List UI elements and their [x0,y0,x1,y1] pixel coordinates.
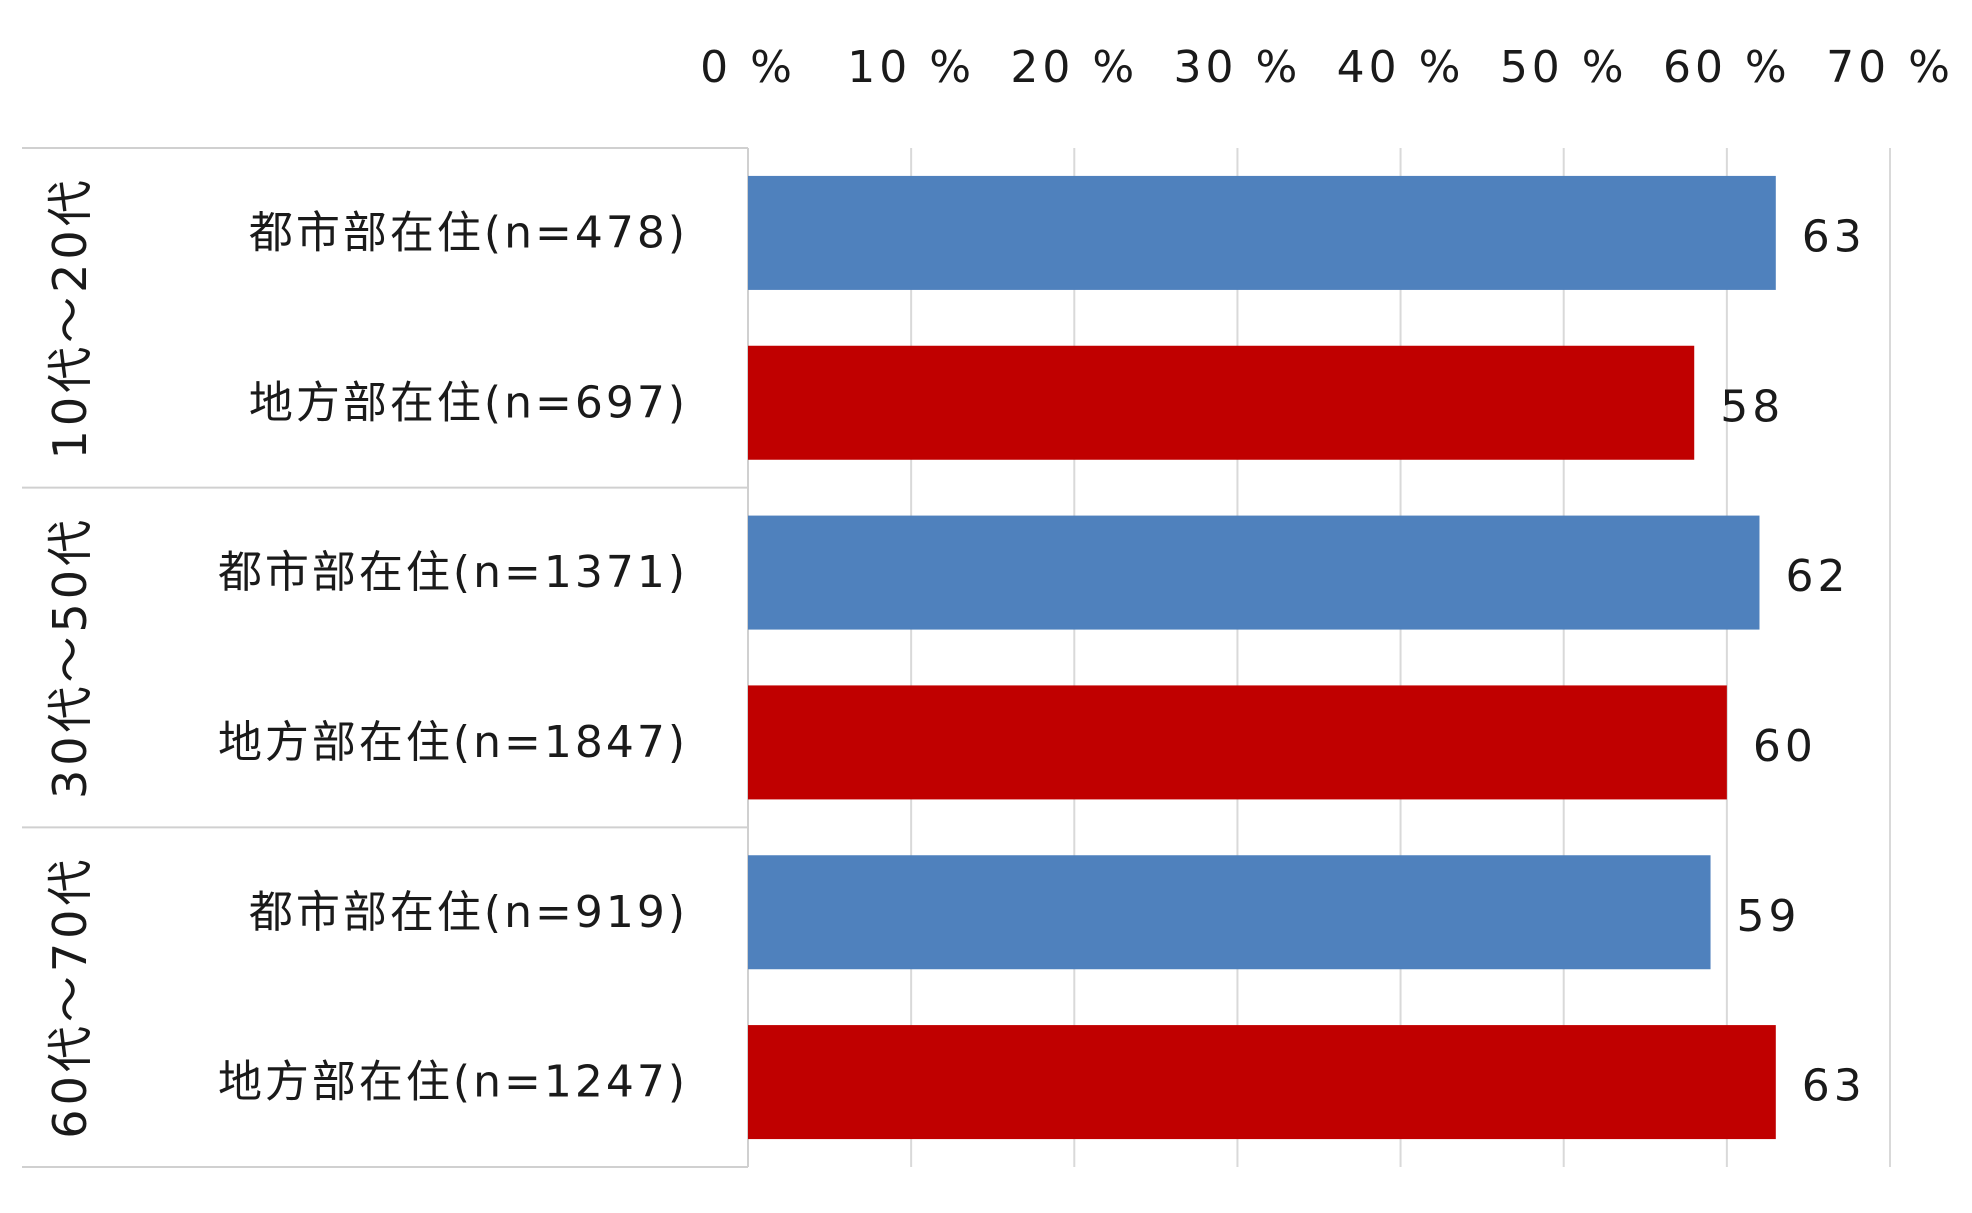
row-label: 都市部在住(n=478) [249,207,688,258]
value-label: 58 [1720,381,1784,432]
value-labels: 63 58 62 60 59 63 [1720,211,1866,1112]
row-label: 地方部在住(n=1847) [218,717,688,768]
bar [748,345,1695,460]
bar [748,855,1711,970]
row-label: 地方部在住(n=697) [249,377,688,428]
x-tick-label: 60 % [1663,42,1791,93]
group-label: 60代～70代 [43,856,97,1139]
x-tick-label: 40 % [1337,42,1465,93]
group-label: 10代～20代 [43,176,97,459]
bar [748,685,1727,800]
bars [748,175,1776,1140]
x-axis-ticks: 0 % 10 % 20 % 30 % 40 % 50 % 60 % 70 % [700,42,1954,93]
group-labels: 10代～20代 30代～50代 60代～70代 [43,176,97,1138]
row-label: 地方部在住(n=1247) [218,1057,688,1108]
x-tick-label: 70 % [1826,42,1954,93]
x-tick-label: 0 % [700,42,796,93]
gridlines [910,148,1891,1167]
row-label: 都市部在住(n=1371) [218,547,688,598]
bar [748,515,1760,630]
value-label: 59 [1737,891,1801,942]
bar [748,1025,1776,1140]
bar [748,175,1776,290]
row-label: 都市部在住(n=919) [249,887,688,938]
value-label: 62 [1785,551,1849,602]
row-labels: 都市部在住(n=478) 地方部在住(n=697) 都市部在住(n=1371) 地方部… [218,207,688,1108]
value-label: 63 [1802,1061,1866,1112]
x-tick-label: 20 % [1010,42,1138,93]
group-label: 30代～50代 [43,516,97,799]
value-label: 60 [1753,721,1817,772]
category-frame [22,147,749,1168]
x-tick-label: 50 % [1500,42,1628,93]
x-tick-label: 30 % [1174,42,1302,93]
x-tick-label: 10 % [847,42,975,93]
value-label: 63 [1802,211,1866,262]
